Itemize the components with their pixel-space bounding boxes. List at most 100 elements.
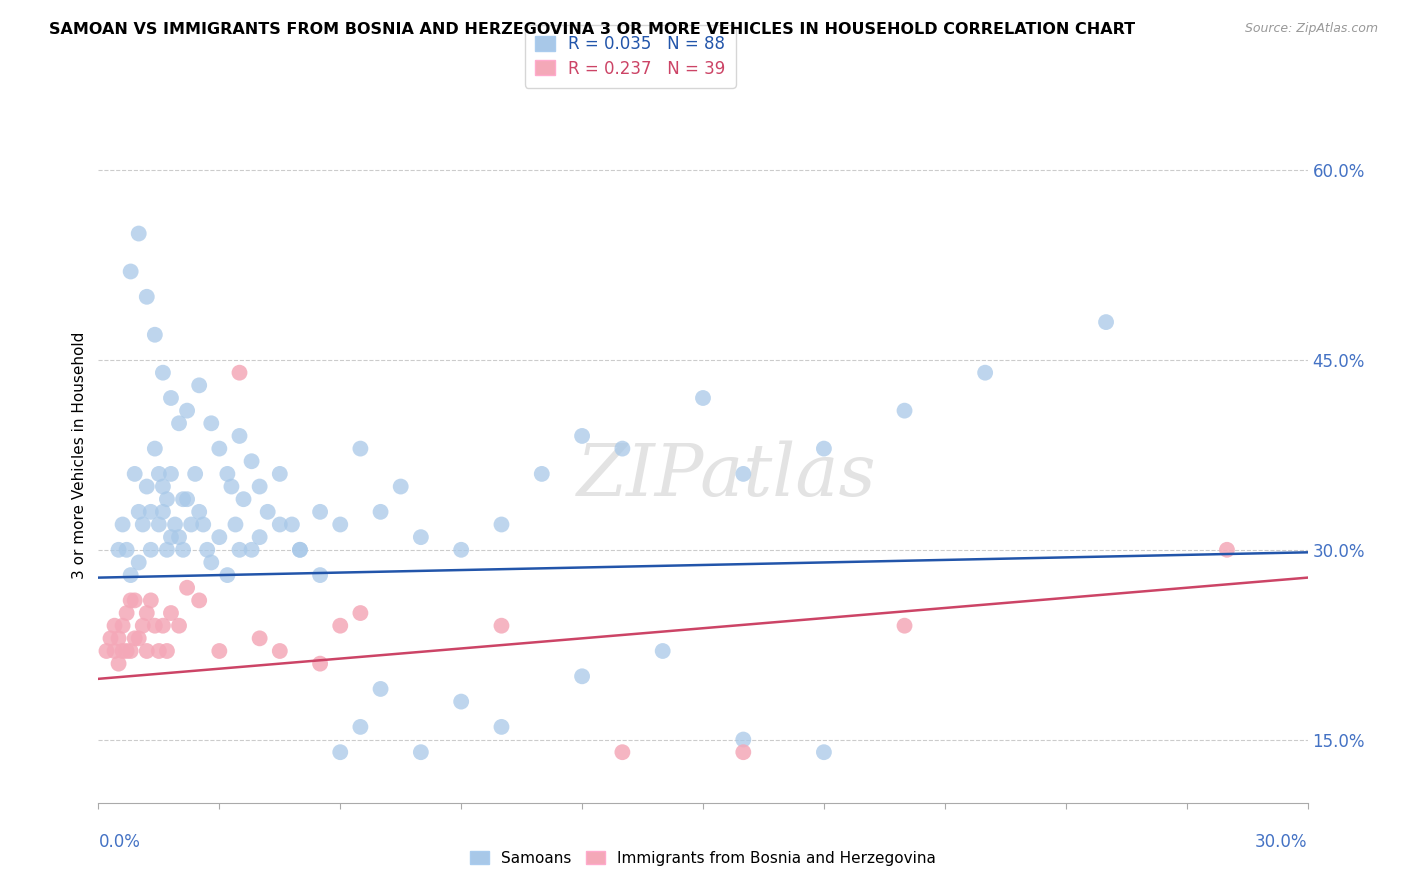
Text: 0.0%: 0.0%: [98, 833, 141, 851]
Point: [1216, 542, 1239, 557]
Point: [143, 327, 166, 342]
Point: [491, 720, 513, 734]
Point: [115, 644, 138, 658]
Point: [176, 403, 198, 417]
Point: [148, 644, 170, 658]
Point: [733, 467, 755, 481]
Point: [128, 505, 150, 519]
Point: [249, 530, 271, 544]
Point: [491, 618, 513, 632]
Point: [128, 556, 150, 570]
Point: [329, 618, 352, 632]
Point: [813, 745, 835, 759]
Point: [692, 391, 714, 405]
Point: [200, 556, 222, 570]
Point: [143, 442, 166, 456]
Point: [733, 745, 755, 759]
Point: [160, 606, 183, 620]
Point: [135, 644, 157, 658]
Point: [135, 479, 157, 493]
Text: Source: ZipAtlas.com: Source: ZipAtlas.com: [1244, 22, 1378, 36]
Point: [124, 632, 146, 646]
Point: [240, 542, 263, 557]
Point: [893, 403, 915, 417]
Point: [309, 568, 332, 582]
Point: [221, 479, 243, 493]
Point: [389, 479, 412, 493]
Point: [450, 542, 472, 557]
Point: [370, 681, 392, 696]
Point: [184, 467, 207, 481]
Point: [288, 542, 311, 557]
Point: [217, 467, 239, 481]
Point: [612, 442, 634, 456]
Point: [571, 669, 593, 683]
Point: [450, 695, 472, 709]
Point: [409, 745, 432, 759]
Text: 30.0%: 30.0%: [1256, 833, 1308, 851]
Point: [269, 517, 291, 532]
Point: [349, 606, 371, 620]
Text: ZIPatlas: ZIPatlas: [578, 441, 877, 511]
Point: [139, 542, 162, 557]
Point: [200, 417, 222, 431]
Point: [733, 732, 755, 747]
Point: [180, 517, 202, 532]
Point: [256, 505, 278, 519]
Point: [132, 517, 155, 532]
Point: [309, 505, 332, 519]
Point: [103, 618, 125, 632]
Point: [107, 657, 129, 671]
Text: SAMOAN VS IMMIGRANTS FROM BOSNIA AND HERZEGOVINA 3 OR MORE VEHICLES IN HOUSEHOLD: SAMOAN VS IMMIGRANTS FROM BOSNIA AND HER…: [49, 22, 1135, 37]
Point: [167, 618, 190, 632]
Point: [409, 530, 432, 544]
Point: [167, 417, 190, 431]
Point: [240, 454, 263, 468]
Point: [188, 505, 211, 519]
Point: [172, 542, 194, 557]
Point: [269, 467, 291, 481]
Point: [135, 606, 157, 620]
Point: [1095, 315, 1118, 329]
Point: [115, 606, 138, 620]
Point: [530, 467, 553, 481]
Point: [974, 366, 997, 380]
Point: [152, 505, 174, 519]
Point: [156, 644, 179, 658]
Point: [571, 429, 593, 443]
Point: [329, 517, 352, 532]
Point: [249, 479, 271, 493]
Point: [813, 442, 835, 456]
Point: [329, 745, 352, 759]
Point: [111, 644, 134, 658]
Point: [156, 492, 179, 507]
Point: [228, 429, 250, 443]
Point: [100, 632, 122, 646]
Point: [156, 542, 179, 557]
Point: [128, 227, 150, 241]
Point: [612, 745, 634, 759]
Point: [160, 391, 183, 405]
Point: [128, 632, 150, 646]
Point: [120, 644, 142, 658]
Point: [172, 492, 194, 507]
Point: [228, 542, 250, 557]
Point: [193, 517, 215, 532]
Point: [176, 581, 198, 595]
Point: [143, 618, 166, 632]
Point: [217, 568, 239, 582]
Point: [103, 644, 125, 658]
Point: [195, 542, 218, 557]
Point: [148, 467, 170, 481]
Point: [124, 467, 146, 481]
Point: [224, 517, 246, 532]
Point: [349, 720, 371, 734]
Legend: Samoans, Immigrants from Bosnia and Herzegovina: Samoans, Immigrants from Bosnia and Herz…: [464, 845, 942, 871]
Point: [148, 517, 170, 532]
Point: [228, 366, 250, 380]
Point: [208, 530, 231, 544]
Point: [152, 479, 174, 493]
Point: [111, 618, 134, 632]
Point: [111, 517, 134, 532]
Point: [249, 632, 271, 646]
